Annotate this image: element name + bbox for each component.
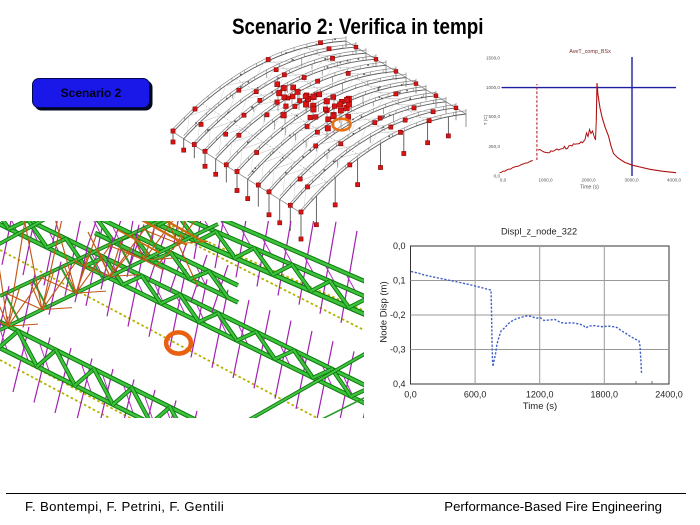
svg-text:2000,0: 2000,0 bbox=[581, 178, 595, 183]
svg-text:0,4: 0,4 bbox=[393, 379, 406, 389]
svg-text:3000,0: 3000,0 bbox=[624, 178, 638, 183]
svg-text:1000,0: 1000,0 bbox=[538, 178, 552, 183]
svg-text:1500,0: 1500,0 bbox=[486, 56, 500, 61]
svg-text:1000,0: 1000,0 bbox=[486, 85, 500, 90]
svg-text:1800,0: 1800,0 bbox=[591, 390, 619, 400]
svg-text:250,0: 250,0 bbox=[489, 144, 501, 149]
svg-text:0,0: 0,0 bbox=[500, 178, 507, 183]
svg-text:2400,0: 2400,0 bbox=[655, 390, 683, 400]
svg-text:Node Disp (m): Node Disp (m) bbox=[379, 281, 390, 342]
svg-text:1200,0: 1200,0 bbox=[526, 390, 554, 400]
svg-text:0,0: 0,0 bbox=[393, 241, 406, 251]
svg-text:-0,3: -0,3 bbox=[390, 345, 406, 355]
svg-text:4000,0: 4000,0 bbox=[667, 178, 681, 183]
svg-text:0,0: 0,0 bbox=[494, 174, 501, 179]
svg-text:500,0: 500,0 bbox=[489, 114, 501, 119]
svg-text:0,1: 0,1 bbox=[393, 276, 406, 286]
svg-text:Displ_z_node_322: Displ_z_node_322 bbox=[501, 227, 577, 237]
svg-text:AveT_comp_BSx: AveT_comp_BSx bbox=[569, 49, 611, 55]
svg-text:Time (s): Time (s) bbox=[580, 185, 599, 191]
svg-text:600,0: 600,0 bbox=[464, 390, 487, 400]
svg-text:Time (s): Time (s) bbox=[523, 401, 557, 412]
svg-text:T (C): T (C) bbox=[483, 114, 488, 125]
svg-text:0,0: 0,0 bbox=[404, 390, 417, 400]
svg-text:-0,2: -0,2 bbox=[390, 310, 406, 320]
